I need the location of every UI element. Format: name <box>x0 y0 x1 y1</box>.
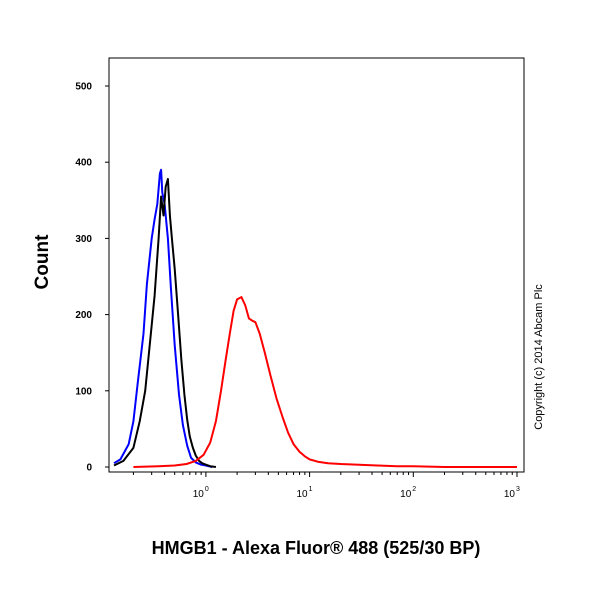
series-lines <box>113 168 517 468</box>
y-tick-label: 500 <box>75 82 92 93</box>
x-tick-label: 10 <box>400 489 412 500</box>
x-tick-exponent: 1 <box>309 486 313 493</box>
y-tick-label: 300 <box>75 234 92 245</box>
y-tick-label: 400 <box>75 158 92 169</box>
series-line-2 <box>113 178 217 468</box>
x-tick-label: 10 <box>504 489 516 500</box>
x-tick-label: 10 <box>193 489 205 500</box>
y-tick-label: 200 <box>75 310 92 321</box>
y-axis-label: Count <box>32 234 53 290</box>
series-line-3 <box>133 296 517 468</box>
copyright-annotation: Copyright (c) 2014 Abcam Plc <box>533 284 545 430</box>
y-tick-label: 100 <box>75 386 92 397</box>
series-line-1 <box>113 168 213 468</box>
x-tick-label: 10 <box>296 489 308 500</box>
x-tick-exponent: 2 <box>412 486 416 493</box>
x-axis-label: HMGB1 - Alexa Fluor® 488 (525/30 BP) <box>152 538 481 558</box>
x-tick-exponent: 0 <box>205 486 209 493</box>
x-axis-ticks: 10 0 10 1 10 2 10 3 <box>132 472 520 500</box>
y-axis-ticks: 0 100 200 300 400 500 <box>75 82 109 474</box>
x-tick-exponent: 3 <box>516 486 520 493</box>
y-tick-label: 0 <box>86 463 92 474</box>
plot-frame <box>108 57 525 473</box>
